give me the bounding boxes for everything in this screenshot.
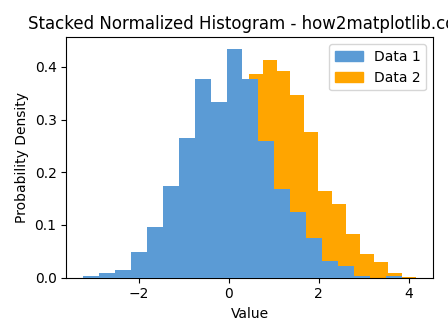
Bar — [332, 204, 346, 278]
Bar — [346, 234, 360, 278]
Bar — [402, 277, 416, 278]
Bar — [165, 266, 179, 278]
Bar — [235, 111, 249, 278]
Bar — [179, 138, 194, 278]
Bar — [131, 252, 147, 278]
Bar — [305, 132, 319, 278]
Bar — [319, 191, 332, 278]
Bar — [274, 188, 290, 278]
Bar — [338, 266, 354, 278]
Legend: Data 1, Data 2: Data 1, Data 2 — [329, 44, 426, 90]
Bar — [151, 271, 165, 278]
Bar — [242, 79, 258, 278]
Bar — [115, 270, 131, 278]
Bar — [193, 215, 207, 278]
Bar — [354, 276, 370, 278]
Bar — [290, 212, 306, 278]
Bar — [388, 272, 402, 278]
Bar — [322, 261, 338, 278]
Bar — [83, 276, 99, 278]
Bar — [386, 276, 402, 278]
Bar — [137, 272, 151, 278]
Bar — [258, 141, 274, 278]
Bar — [249, 74, 263, 278]
Bar — [290, 95, 305, 278]
Bar — [99, 273, 115, 278]
Bar — [147, 227, 163, 278]
Bar — [360, 254, 375, 278]
X-axis label: Value: Value — [231, 307, 269, 321]
Title: Stacked Normalized Histogram - how2matplotlib.com: Stacked Normalized Histogram - how2matpl… — [28, 15, 448, 33]
Bar — [194, 79, 211, 278]
Bar — [211, 102, 227, 278]
Bar — [207, 195, 220, 278]
Bar — [179, 253, 193, 278]
Y-axis label: Probability Density: Probability Density — [15, 92, 29, 223]
Bar — [375, 262, 388, 278]
Bar — [227, 49, 242, 278]
Bar — [276, 71, 290, 278]
Bar — [306, 238, 322, 278]
Bar — [263, 60, 276, 278]
Bar — [163, 185, 179, 278]
Bar — [220, 150, 235, 278]
